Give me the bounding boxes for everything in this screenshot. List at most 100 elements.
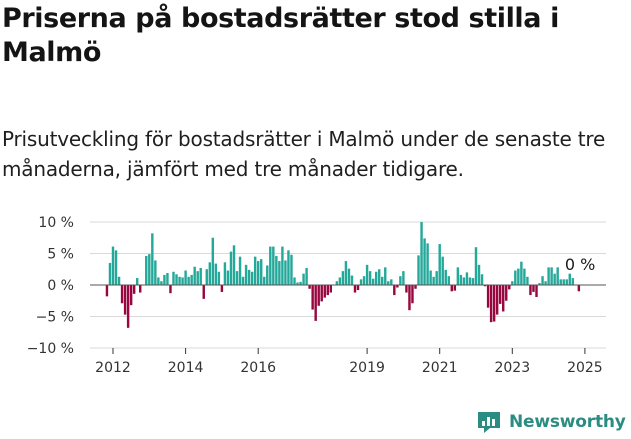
chart-title: Priserna på bostadsrätter stod stilla i …	[2, 3, 559, 68]
bar	[353, 285, 357, 293]
bar	[550, 267, 553, 285]
bar	[559, 279, 562, 285]
bar	[211, 237, 215, 285]
bar	[157, 277, 160, 285]
bar	[178, 276, 181, 285]
bar	[450, 285, 454, 292]
bar	[556, 267, 559, 285]
bar	[529, 285, 532, 296]
bar	[335, 281, 339, 285]
y-tick-label: 5 %	[47, 247, 74, 263]
bar	[241, 276, 245, 285]
bar	[359, 279, 363, 285]
x-axis: 2012 2014 2016 2019 2021 2023 2025	[95, 348, 603, 376]
bar	[384, 267, 387, 285]
bar	[441, 256, 444, 285]
bar	[459, 274, 463, 285]
bar	[220, 285, 224, 292]
bar	[526, 276, 529, 285]
bar	[393, 285, 396, 296]
bar	[453, 285, 457, 291]
y-tick-label: −5 %	[36, 310, 74, 326]
bar	[244, 264, 248, 285]
bar	[517, 268, 520, 285]
bar	[465, 272, 469, 285]
last-value-label: 0 %	[565, 255, 595, 274]
bar	[190, 274, 193, 285]
bar	[238, 256, 242, 285]
bar	[523, 268, 526, 285]
bar	[105, 285, 109, 297]
brand-name: Newsworthy	[509, 412, 626, 432]
bar	[275, 256, 278, 285]
bar	[302, 273, 305, 285]
bar	[172, 271, 175, 285]
bar	[532, 285, 535, 292]
bar	[250, 271, 254, 285]
bar	[426, 243, 429, 285]
y-tick-label: −10 %	[27, 341, 74, 357]
bar	[193, 266, 196, 285]
bar	[387, 281, 390, 285]
bar	[390, 279, 393, 285]
bar	[511, 281, 514, 285]
bar	[399, 276, 402, 285]
bar	[126, 285, 130, 328]
bar	[229, 251, 233, 285]
bar	[535, 285, 538, 297]
bar	[508, 285, 511, 290]
bar	[402, 271, 405, 285]
x-tick-label: 2016	[240, 360, 276, 376]
bar	[423, 238, 426, 285]
brand: Newsworthy	[476, 408, 626, 436]
bar	[293, 277, 296, 285]
bar	[477, 264, 481, 285]
bar	[447, 276, 450, 285]
bar	[571, 278, 575, 285]
grid-lines	[90, 221, 606, 349]
bar	[368, 271, 372, 285]
annotations: 0 %	[565, 255, 595, 274]
x-tick-label: 2023	[494, 360, 530, 376]
bar	[117, 276, 121, 285]
bar	[544, 281, 547, 285]
bar	[266, 265, 269, 285]
bar	[498, 285, 502, 304]
bar	[120, 285, 124, 304]
bar	[553, 273, 556, 285]
bar	[420, 222, 423, 285]
bar	[483, 285, 487, 287]
bar-chart: 10 % 5 % 0 % −5 % −10 % 2012 2014 2016 2019 2021…	[27, 215, 606, 376]
y-axis-labels: 10 % 5 % 0 % −5 % −10 %	[27, 215, 74, 357]
bar	[278, 261, 281, 285]
x-tick-label: 2012	[95, 360, 131, 376]
bar	[471, 278, 475, 285]
y-tick-label: 10 %	[38, 215, 74, 231]
bar	[456, 267, 460, 285]
bar	[123, 285, 127, 315]
bar	[129, 285, 133, 306]
bar	[462, 277, 466, 285]
bar	[365, 264, 369, 285]
bar	[160, 281, 163, 285]
bar	[184, 270, 187, 285]
bar	[362, 276, 366, 285]
bar	[163, 274, 166, 285]
bar	[135, 278, 139, 285]
bar	[226, 270, 230, 285]
bar	[438, 244, 441, 285]
y-tick-label: 0 %	[47, 278, 74, 294]
bar	[329, 285, 333, 293]
x-tick-label: 2019	[349, 360, 385, 376]
bar	[187, 276, 190, 285]
bar	[305, 267, 308, 285]
x-tick-label: 2021	[422, 360, 458, 376]
bar	[429, 270, 432, 285]
bar	[154, 260, 157, 285]
bar	[486, 285, 490, 308]
bar	[139, 285, 142, 293]
bar	[308, 285, 311, 289]
bar	[181, 277, 184, 285]
x-tick-label: 2025	[567, 360, 603, 376]
bar	[417, 255, 420, 285]
